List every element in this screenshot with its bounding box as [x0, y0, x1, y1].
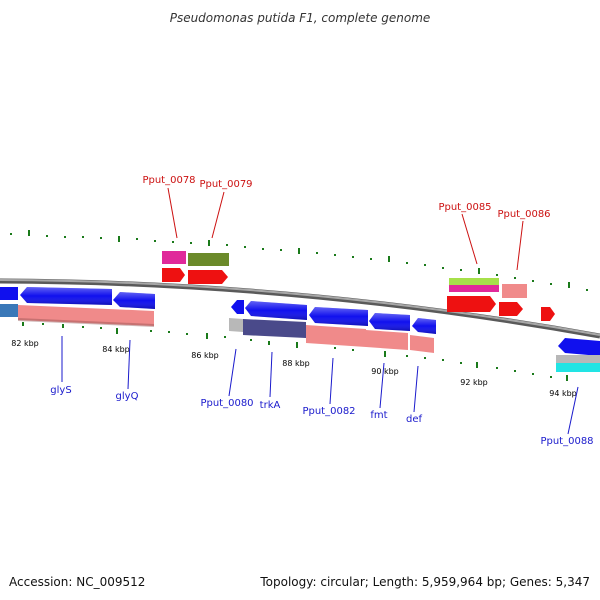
gene-label[interactable]: Pput_0082: [302, 406, 355, 417]
map-title: Pseudomonas putida F1, complete genome: [170, 11, 431, 25]
feature-pput0086[interactable]: [502, 284, 527, 298]
feature-pput0079[interactable]: [188, 253, 229, 266]
feature-salmon-long[interactable]: [18, 305, 154, 326]
upper-feature-track: [162, 251, 555, 321]
gene-label[interactable]: fmt: [370, 410, 387, 421]
feature-pput0085-top[interactable]: [449, 278, 499, 285]
top-gene-labels: Pput_0078 Pput_0079 Pput_0085 Pput_0086: [142, 175, 550, 220]
gene-label[interactable]: def: [406, 414, 423, 425]
gene-label[interactable]: Pput_0085: [438, 202, 491, 213]
tick-label: 94 kbp: [549, 389, 577, 398]
tick-label: 82 kbp: [11, 339, 39, 348]
tick-label: 90 kbp: [371, 367, 399, 376]
genome-backbone: [0, 278, 600, 339]
feature-salmon-fmt[interactable]: [366, 330, 408, 350]
top-leader-lines: [167, 187, 524, 271]
feature-salmon-shadow: [18, 318, 154, 327]
topology-text: Topology: circular; Length: 5,959,964 bp…: [259, 575, 590, 589]
gene-label[interactable]: trkA: [260, 400, 281, 411]
gene-label[interactable]: Pput_0080: [200, 398, 253, 409]
feature-gray-0080[interactable]: [229, 318, 243, 332]
accession-text: Accession: NC_009512: [9, 575, 145, 589]
gene-label[interactable]: Pput_0088: [540, 436, 593, 447]
feature-red-arrow-5[interactable]: [541, 307, 555, 321]
gene-label[interactable]: Pput_0079: [199, 179, 252, 190]
feature-red-arrow-3[interactable]: [447, 296, 496, 312]
feature-salmon-0082[interactable]: [306, 325, 366, 347]
inner-dot-track: [22, 322, 568, 381]
feature-red-arrow-1[interactable]: [162, 268, 185, 282]
feature-cyan-0088[interactable]: [556, 363, 600, 372]
genome-backbone-highlight: [0, 279, 600, 336]
feature-shading: [20, 287, 436, 334]
scale-ticks: 82 kbp 84 kbp 86 kbp 88 kbp 90 kbp 92 kb…: [11, 339, 577, 398]
feature-steelblue[interactable]: [0, 304, 18, 317]
feature-pput0078[interactable]: [162, 251, 186, 264]
gene-label[interactable]: glyQ: [116, 391, 139, 402]
bottom-leader-lines: [61, 336, 579, 435]
feature-blue-arrow-small[interactable]: [231, 300, 244, 314]
gene-label[interactable]: Pput_0078: [142, 175, 195, 186]
feature-salmon-def[interactable]: [410, 335, 434, 353]
feature-gray-0088[interactable]: [556, 355, 600, 363]
feature-blue-arrow-0088[interactable]: [558, 338, 600, 356]
tick-label: 84 kbp: [102, 345, 130, 354]
tick-label: 92 kbp: [460, 378, 488, 387]
feature-slate-trka[interactable]: [243, 319, 306, 338]
tick-label: 88 kbp: [282, 359, 310, 368]
tick-label: 86 kbp: [191, 351, 219, 360]
feature-blue-arrow-0[interactable]: [0, 287, 18, 300]
feature-pput0085-bottom[interactable]: [449, 285, 499, 292]
feature-red-arrow-4[interactable]: [499, 302, 523, 316]
gene-label[interactable]: Pput_0086: [497, 209, 550, 220]
gene-label[interactable]: glyS: [50, 385, 71, 396]
bottom-gene-labels: glyS glyQ Pput_0080 trkA Pput_0082 fmt d…: [50, 385, 593, 447]
outer-dot-track: [10, 230, 588, 291]
feature-red-arrow-2[interactable]: [188, 270, 228, 284]
